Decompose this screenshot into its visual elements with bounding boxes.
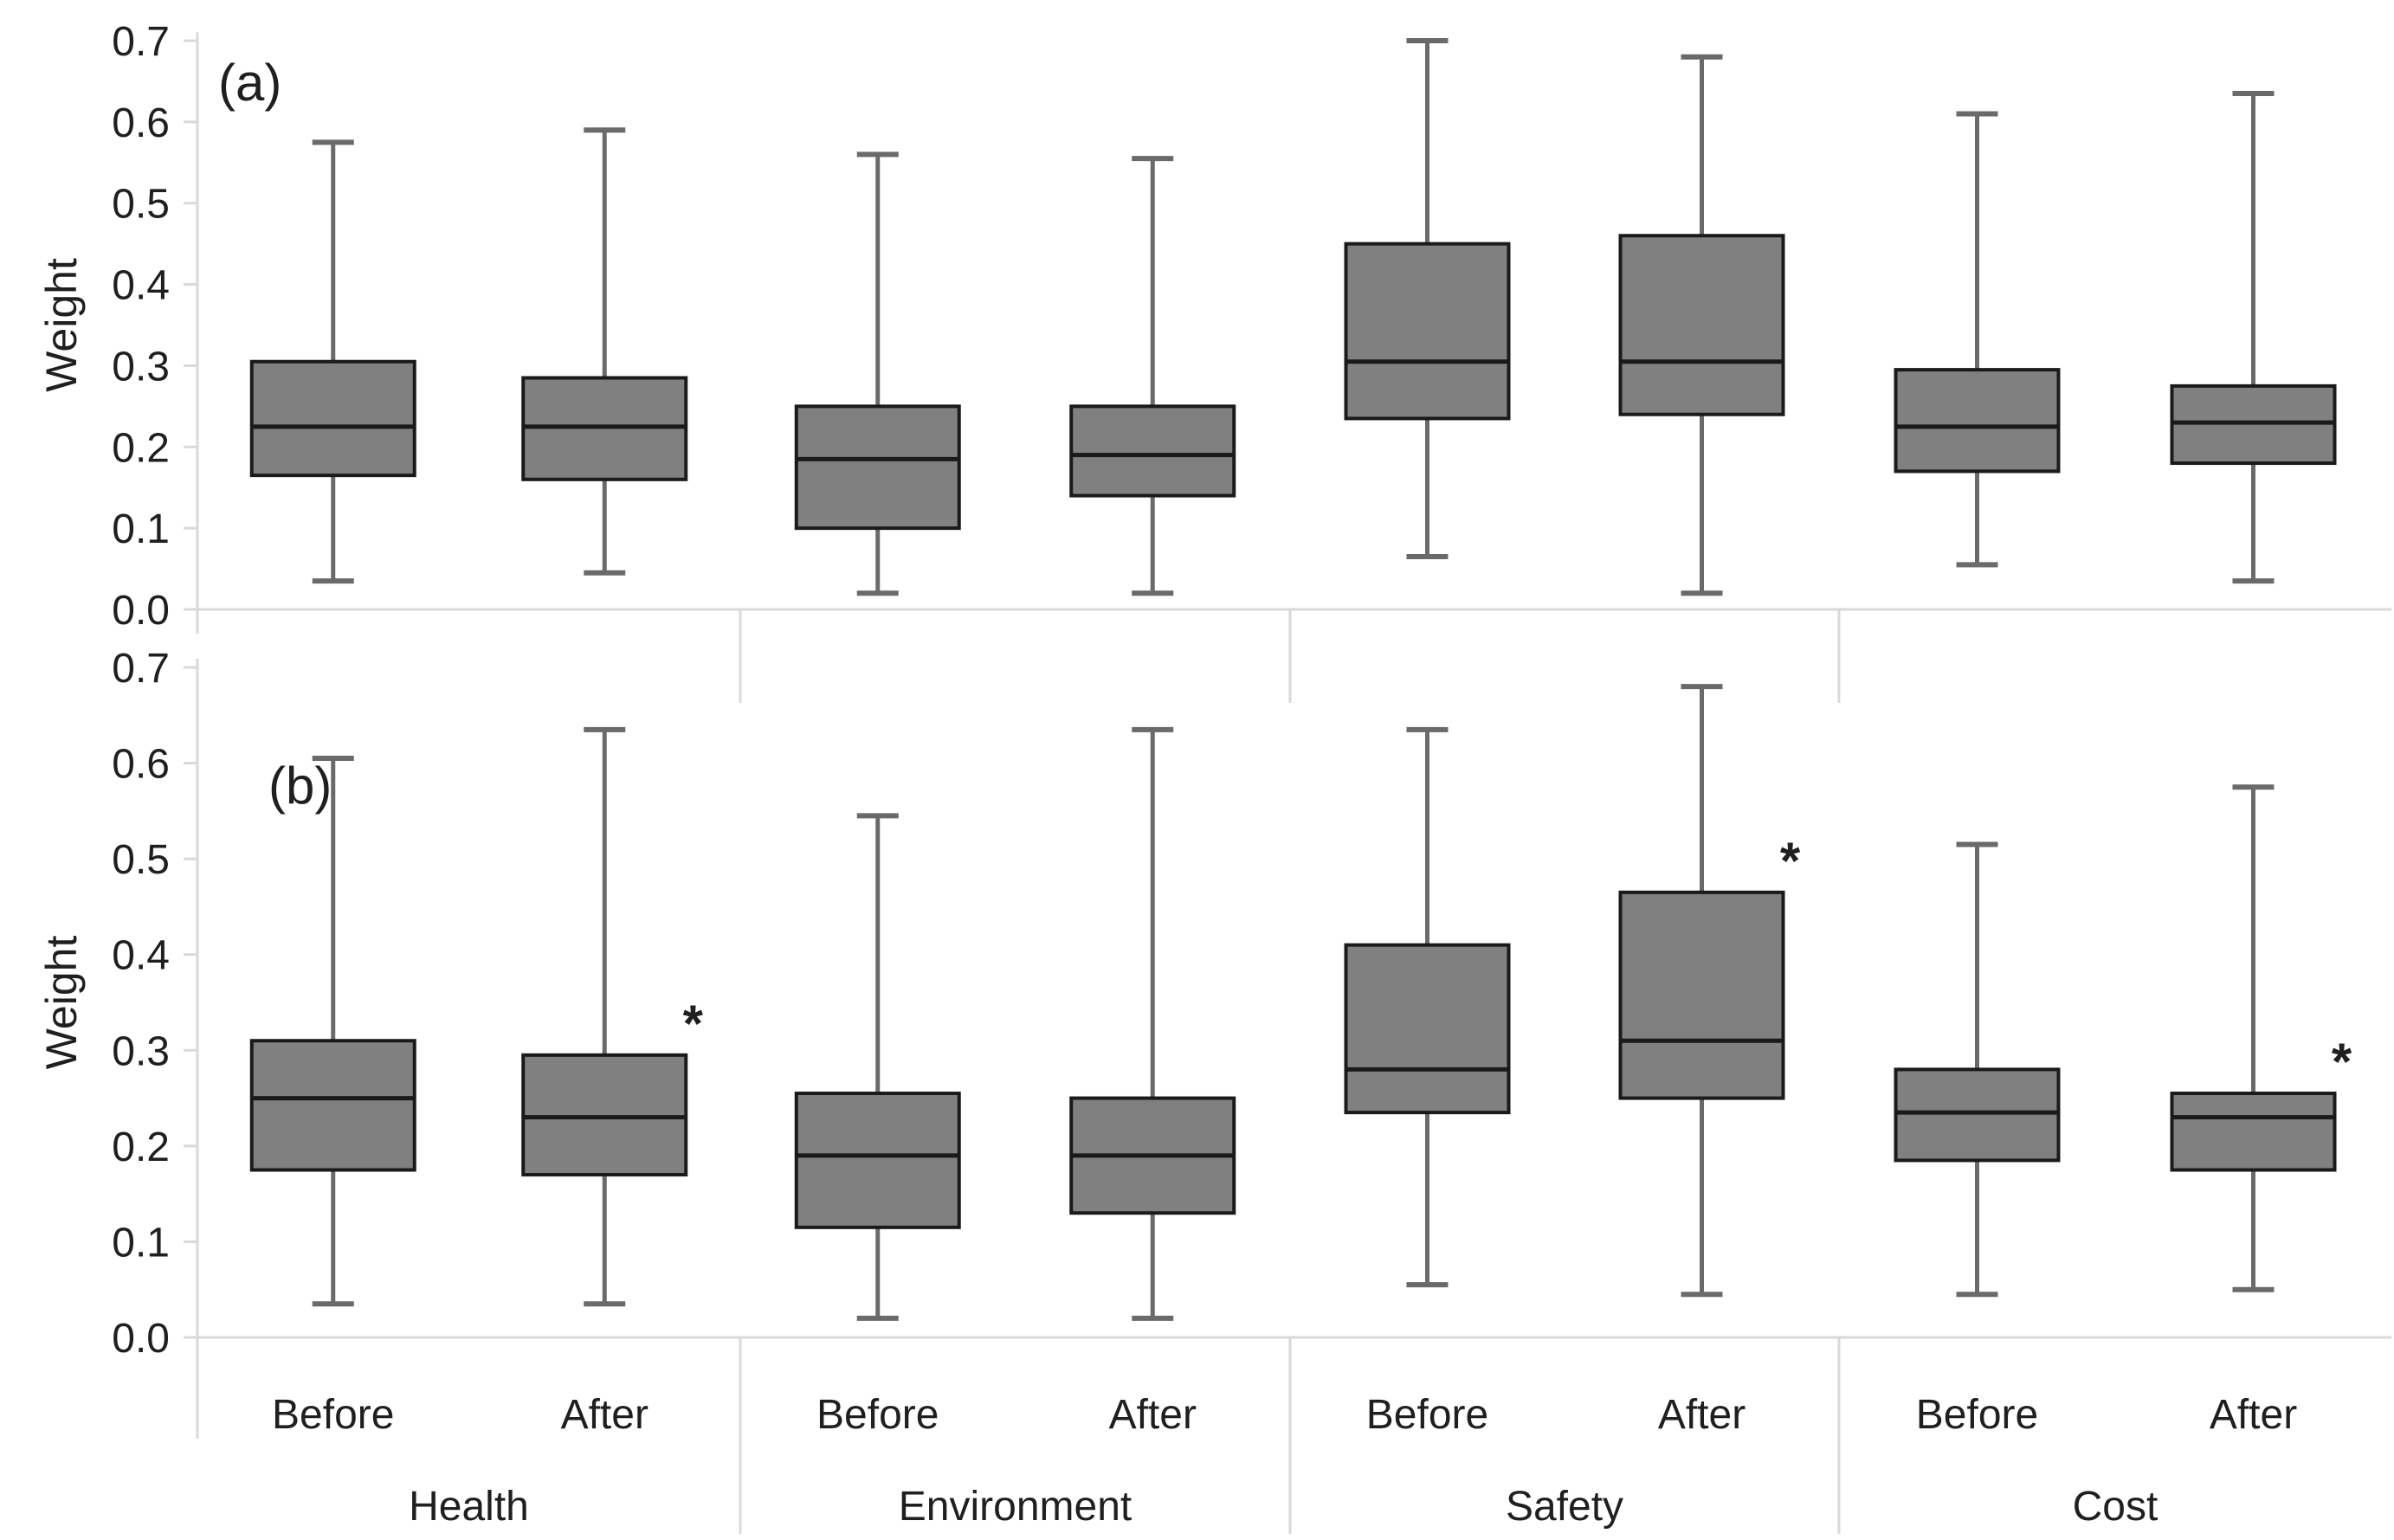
y-tick-label-a-0.1: 0.1 (112, 506, 170, 552)
panel-b: 0.0 0.1 0.2 0.3 0.4 0.5 0.6 0.7 (b) Weight * * * (37, 646, 2391, 1362)
y-tick-label-b-0.5: 0.5 (112, 837, 170, 883)
significance-asterisk: * (683, 995, 704, 1053)
iqr-box (1618, 234, 1785, 416)
iqr-box (1894, 1067, 2061, 1163)
condition-label-health-before: Before (272, 1392, 394, 1438)
box-b-safety-after: * (1618, 684, 1801, 1298)
iqr-box (1894, 368, 2061, 474)
y-tick-label-a-0.6: 0.6 (112, 100, 170, 146)
box-b-health-after: * (521, 726, 704, 1307)
iqr-box (1344, 242, 1511, 421)
iqr-box (521, 1053, 688, 1177)
iqr-box (794, 1092, 961, 1229)
box-a-environment-before (794, 151, 961, 596)
y-axis-title-b: Weight (37, 936, 86, 1070)
y-tick-label-a-0.4: 0.4 (112, 263, 170, 309)
x-axis-label-band: Before After Health Before After Environment B… (196, 1337, 2297, 1534)
box-a-safety-after (1618, 54, 1785, 596)
condition-label-health-after: After (561, 1392, 649, 1438)
box-a-health-after (521, 127, 688, 576)
y-tick-label-b-0.4: 0.4 (112, 933, 170, 979)
box-b-environment-after (1069, 726, 1236, 1321)
y-tick-label-b-0.2: 0.2 (112, 1124, 170, 1170)
iqr-box (1618, 890, 1785, 1100)
y-tick-label-a-0.2: 0.2 (112, 425, 170, 471)
y-tick-label-a-0.3: 0.3 (112, 344, 170, 390)
box-b-environment-before (794, 813, 961, 1321)
box-b-safety-before (1344, 726, 1511, 1288)
iqr-box (1069, 404, 1236, 498)
panel-letter-a: (a) (218, 54, 281, 112)
iqr-box (249, 1039, 416, 1172)
y-tick-label-a-0.0: 0.0 (112, 588, 170, 634)
box-a-safety-before (1344, 38, 1511, 559)
box-a-cost-before (1894, 111, 2061, 568)
box-b-cost-before (1894, 841, 2061, 1298)
condition-label-environment-after: After (1109, 1392, 1197, 1438)
group-label-safety: Safety (1506, 1484, 1623, 1530)
condition-label-environment-before: Before (816, 1392, 939, 1438)
group-label-environment: Environment (899, 1484, 1132, 1530)
y-tick-label-b-0.7: 0.7 (112, 646, 170, 692)
group-label-cost: Cost (2073, 1484, 2158, 1530)
iqr-box (1344, 943, 1511, 1115)
y-axis-title-a: Weight (37, 258, 86, 392)
iqr-box (2170, 1092, 2337, 1172)
y-tick-label-b-0.6: 0.6 (112, 742, 170, 788)
iqr-box (794, 404, 961, 531)
significance-asterisk: * (1780, 832, 1801, 890)
y-tick-label-b-0.3: 0.3 (112, 1028, 170, 1074)
y-tick-label-a-0.5: 0.5 (112, 182, 170, 228)
panel-letter-b: (b) (268, 757, 332, 815)
panel-a: 0.0 0.1 0.2 0.3 0.4 0.5 0.6 0.7 (a) Weight (37, 19, 2391, 634)
box-a-cost-after (2170, 91, 2337, 584)
box-a-health-before (249, 139, 416, 584)
y-tick-label-b-0.1: 0.1 (112, 1220, 170, 1266)
y-tick-label-b-0.0: 0.0 (112, 1316, 170, 1362)
condition-label-safety-before: Before (1366, 1392, 1488, 1438)
condition-label-cost-after: After (2210, 1392, 2297, 1438)
box-b-cost-after: * (2170, 784, 2352, 1292)
iqr-box (249, 359, 416, 478)
significance-asterisk: * (2332, 1033, 2352, 1091)
box-b-health-before (249, 756, 416, 1307)
y-tick-label-a-0.7: 0.7 (112, 19, 170, 65)
group-label-health: Health (409, 1484, 529, 1530)
condition-label-cost-before: Before (1916, 1392, 2038, 1438)
box-a-environment-after (1069, 156, 1236, 596)
condition-label-safety-after: After (1658, 1392, 1745, 1438)
